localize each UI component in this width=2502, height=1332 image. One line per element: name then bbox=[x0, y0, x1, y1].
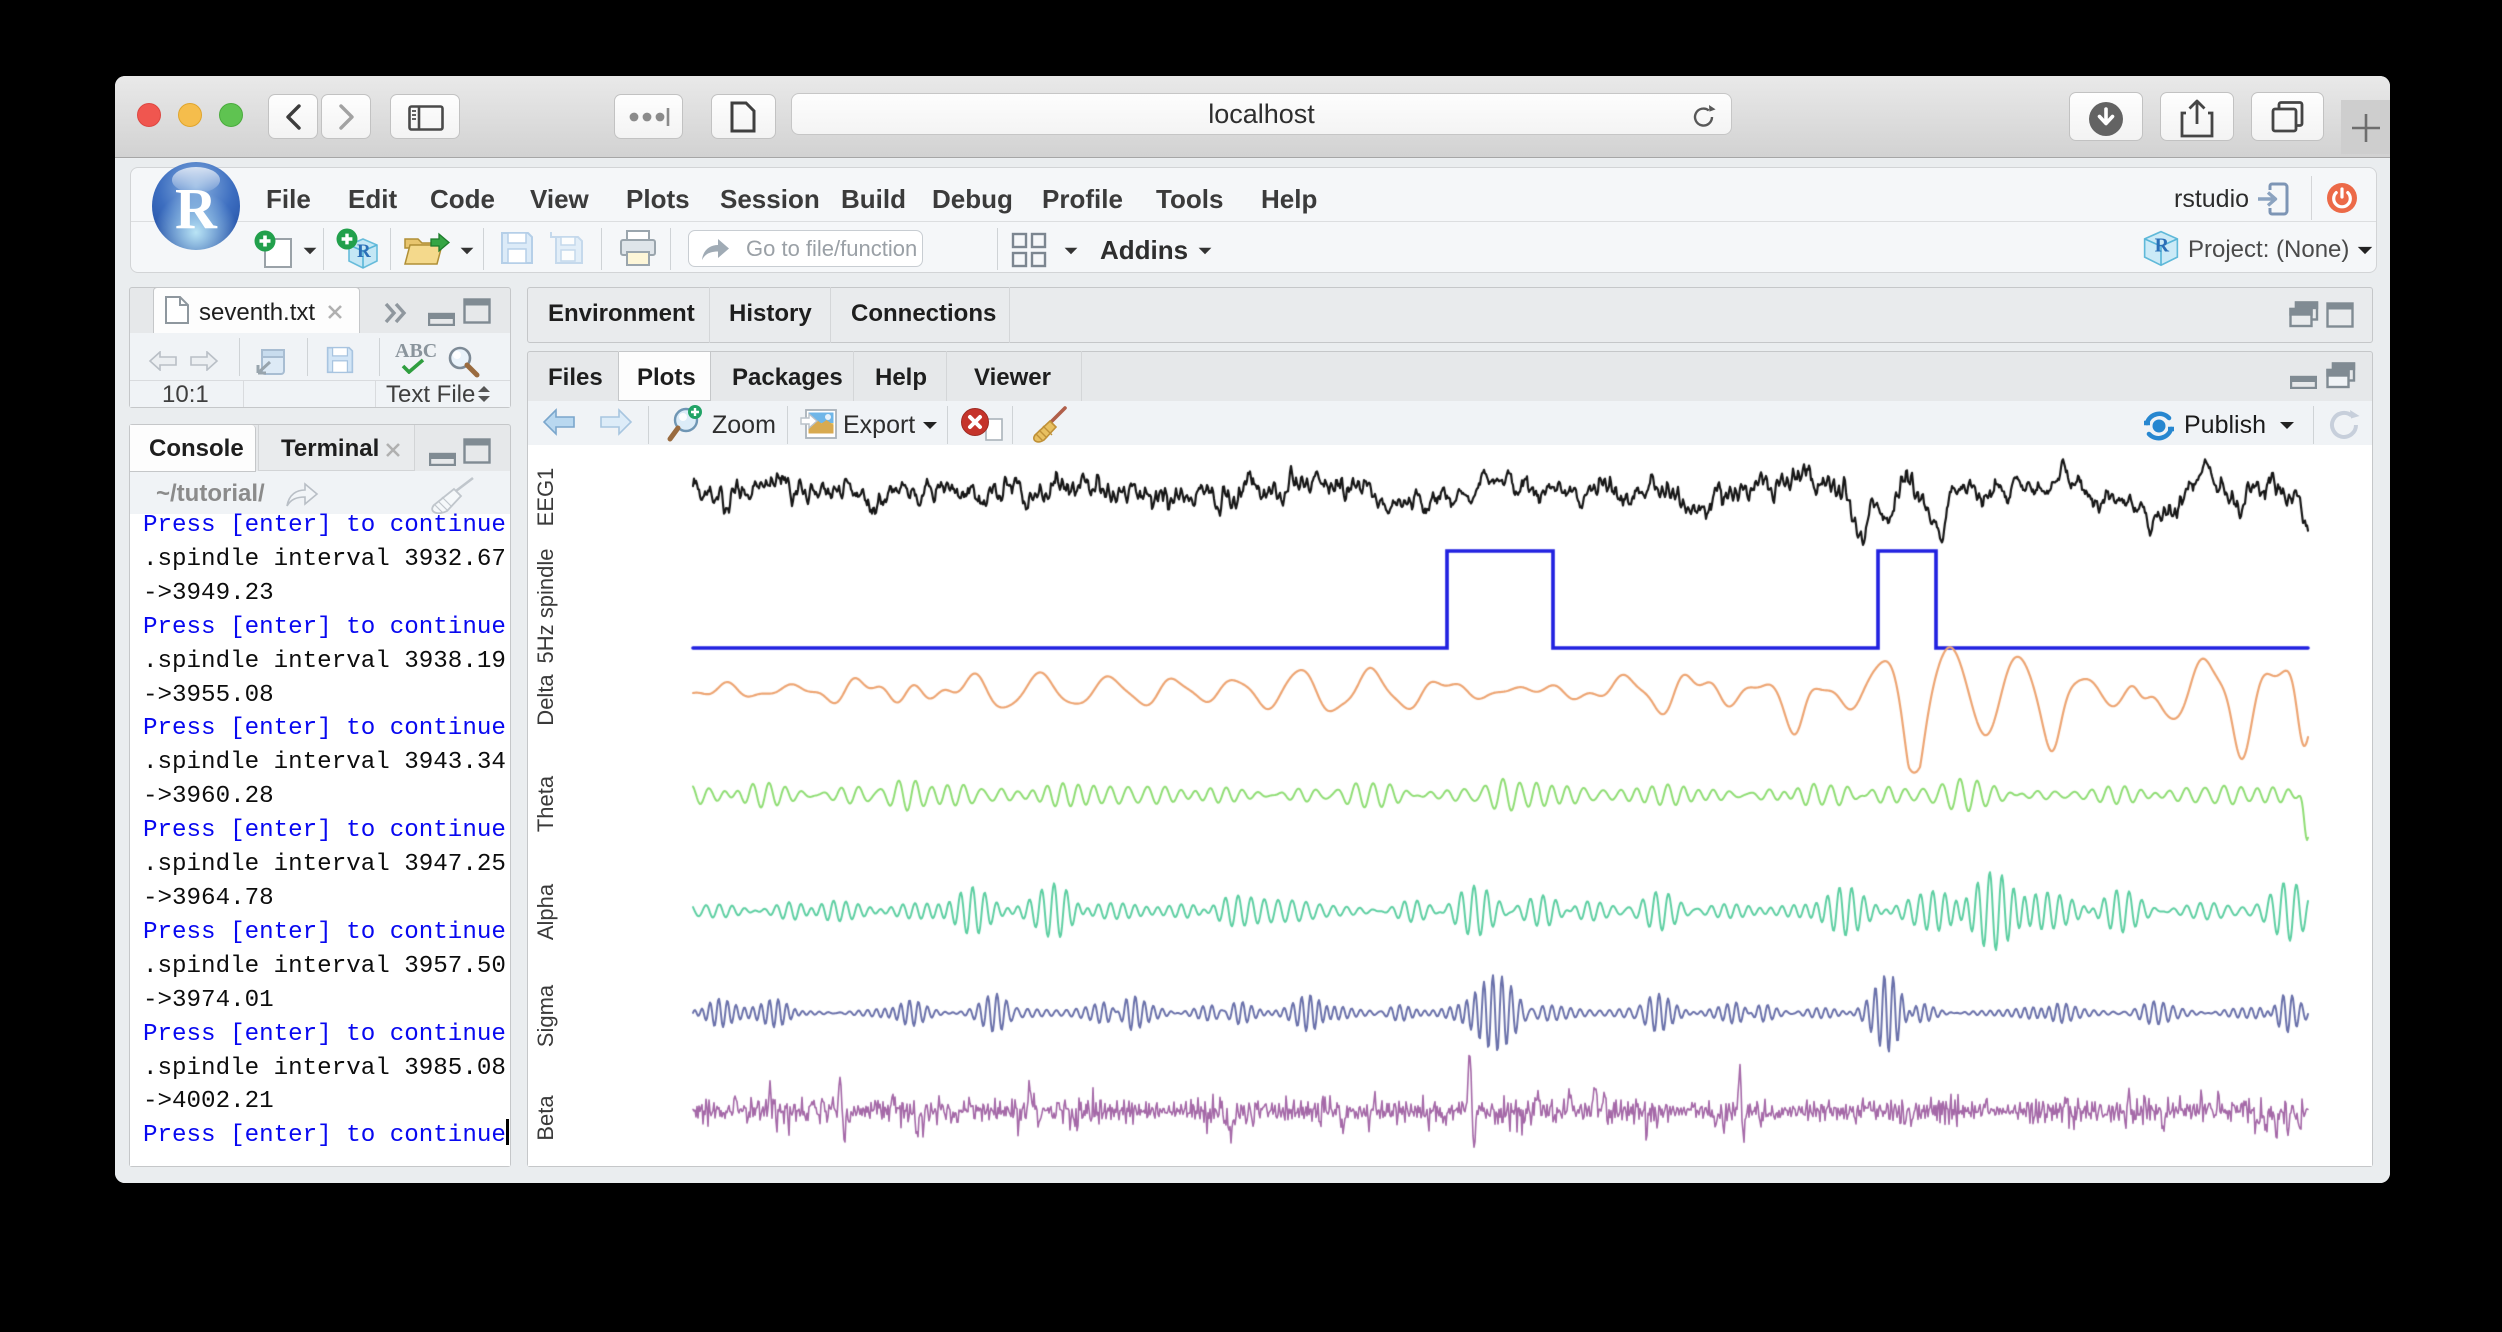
svg-text:R: R bbox=[357, 241, 371, 262]
svg-text:R: R bbox=[2155, 235, 2170, 257]
